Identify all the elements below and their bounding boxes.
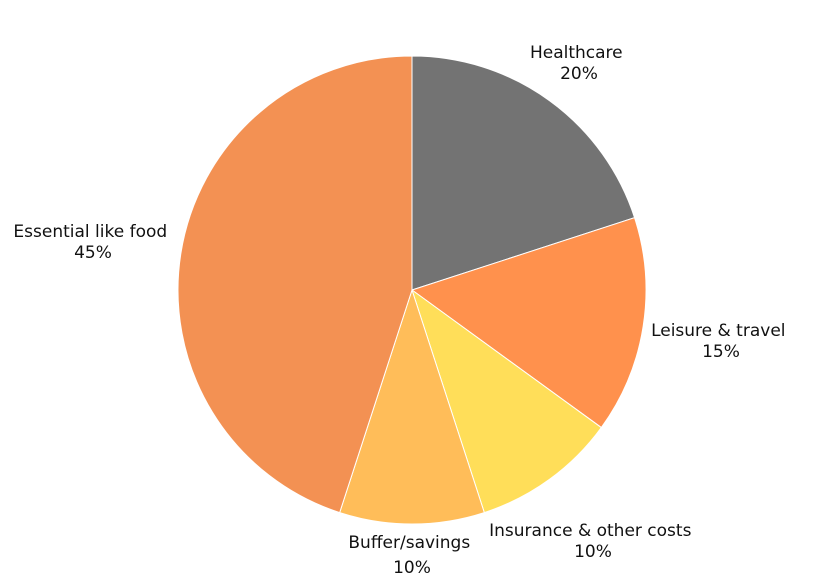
slice-percent-buffer-savings: 10%: [393, 558, 431, 578]
pie-slice-essential-like-food: [177, 55, 413, 514]
slice-percent-healthcare: 20%: [560, 64, 598, 84]
slice-name-healthcare: Healthcare: [530, 43, 623, 63]
slice-percent-essential-like-food: 45%: [74, 243, 112, 263]
slice-labels: Healthcare 20% Leisure & travel 15% Insu…: [13, 43, 791, 578]
pie-slices: [177, 55, 647, 525]
pie-slice-buffer-savings: [339, 288, 485, 525]
pie-slice-healthcare: [411, 55, 636, 291]
slice-label-healthcare: Healthcare 20%: [530, 43, 628, 84]
pie-slice-insurance-other-costs: [411, 288, 603, 514]
slice-label-leisure-travel: Leisure & travel 15%: [651, 321, 791, 362]
slice-name-buffer-savings: Buffer/savings: [348, 533, 470, 553]
slice-name-insurance-other-costs: Insurance & other costs: [489, 521, 691, 541]
slice-label-buffer-savings: Buffer/savings 10%: [348, 533, 475, 578]
slice-name-essential-like-food: Essential like food: [13, 222, 167, 242]
slice-percent-leisure-travel: 15%: [702, 342, 740, 362]
pie-slice-leisure-travel: [410, 217, 647, 429]
slice-label-insurance-other-costs: Insurance & other costs 10%: [489, 521, 697, 562]
slice-percent-insurance-other-costs: 10%: [574, 542, 612, 562]
slice-label-essential-like-food: Essential like food 45%: [13, 222, 172, 263]
slice-name-leisure-travel: Leisure & travel: [651, 321, 785, 341]
